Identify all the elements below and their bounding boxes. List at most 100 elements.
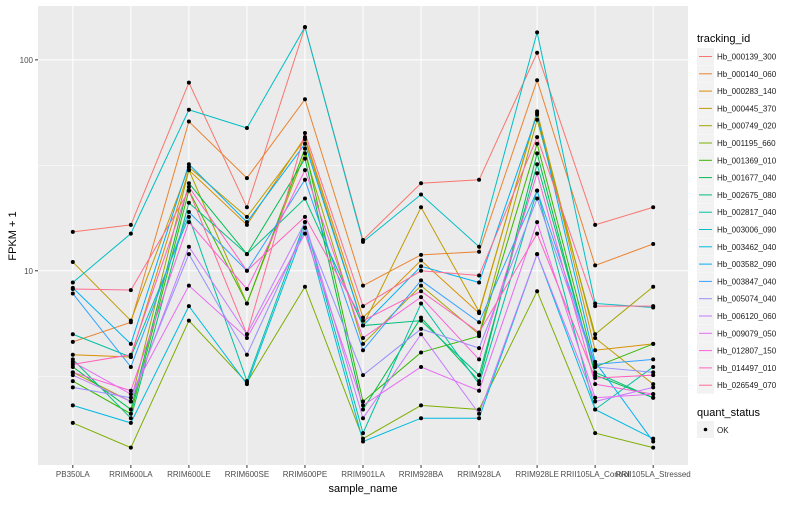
x-tick-label: RRIM600LE	[167, 470, 211, 479]
data-point	[593, 399, 598, 404]
data-point	[651, 373, 656, 378]
data-point	[593, 370, 598, 375]
x-tick-label: RRIM928LA	[457, 470, 501, 479]
data-point	[535, 117, 540, 122]
legend-label: Hb_026549_070	[717, 381, 777, 390]
data-point	[419, 350, 424, 355]
data-point	[302, 146, 307, 151]
data-point	[128, 231, 133, 236]
data-point	[128, 318, 133, 323]
legend-label: Hb_005074_040	[717, 295, 777, 304]
data-point	[186, 168, 191, 173]
legend-label: Hb_012807_150	[717, 347, 777, 356]
data-point	[535, 162, 540, 167]
data-point	[651, 385, 656, 390]
data-point	[70, 339, 75, 344]
data-point	[186, 188, 191, 193]
data-point	[244, 379, 249, 384]
data-point	[186, 165, 191, 170]
data-point	[593, 364, 598, 369]
data-point	[477, 330, 482, 335]
data-point	[477, 373, 482, 378]
data-point	[244, 352, 249, 357]
data-point	[244, 222, 249, 227]
data-point	[593, 376, 598, 381]
data-point	[186, 162, 191, 167]
data-point	[419, 264, 424, 269]
data-point	[244, 126, 249, 131]
data-point	[186, 283, 191, 288]
legend-label: Hb_009079_050	[717, 329, 777, 338]
data-point	[535, 78, 540, 83]
data-point	[535, 30, 540, 35]
data-point	[244, 268, 249, 273]
legend-title-quant-status: quant_status	[697, 407, 760, 419]
legend-label: Hb_003582_090	[717, 260, 777, 269]
data-point	[302, 220, 307, 225]
data-point	[128, 392, 133, 397]
data-point	[70, 379, 75, 384]
data-point	[535, 231, 540, 236]
data-point	[186, 119, 191, 124]
data-point	[477, 320, 482, 325]
data-point	[128, 364, 133, 369]
data-point	[70, 420, 75, 425]
legend-point-ok	[703, 427, 708, 432]
data-point	[186, 181, 191, 186]
x-tick-label: RRIM901LA	[341, 470, 385, 479]
legend-label: Hb_002817_040	[717, 208, 777, 217]
data-point	[302, 156, 307, 161]
data-point	[593, 263, 598, 268]
data-point	[593, 348, 598, 353]
data-point	[302, 231, 307, 236]
data-point	[477, 249, 482, 254]
data-point	[535, 220, 540, 225]
legend-label: Hb_014497_010	[717, 364, 777, 373]
data-point	[186, 184, 191, 189]
data-point	[128, 288, 133, 293]
legend-label: Hb_003006_090	[717, 226, 777, 235]
data-point	[70, 260, 75, 265]
data-point	[186, 200, 191, 205]
legend-label: Hb_001369_010	[717, 156, 777, 165]
data-point	[361, 416, 365, 421]
y-tick-label: 10	[24, 267, 33, 276]
data-point	[186, 220, 191, 225]
data-point	[419, 403, 424, 408]
data-point	[593, 407, 598, 412]
data-point	[361, 318, 365, 323]
data-point	[361, 336, 365, 341]
data-point	[302, 130, 307, 135]
data-point	[361, 348, 365, 353]
data-point	[128, 222, 133, 227]
data-point	[593, 382, 598, 387]
data-point	[419, 181, 424, 186]
data-point	[477, 334, 482, 339]
data-point	[361, 431, 365, 436]
data-point	[244, 214, 249, 219]
data-point	[244, 205, 249, 210]
data-point	[244, 382, 249, 387]
data-point	[651, 241, 656, 246]
x-tick-label: RRII105LA_Stressed	[616, 470, 691, 479]
data-point	[419, 318, 424, 323]
data-point	[477, 379, 482, 384]
data-point	[651, 205, 656, 210]
data-point	[302, 97, 307, 102]
data-point	[419, 268, 424, 273]
data-point	[593, 304, 598, 309]
data-point	[651, 304, 656, 309]
legend-label: Hb_003847_040	[717, 277, 777, 286]
x-axis-title: sample_name	[328, 483, 397, 495]
data-point	[593, 336, 598, 341]
data-point	[361, 304, 365, 309]
data-point	[477, 388, 482, 393]
data-point	[70, 280, 75, 285]
data-point	[244, 176, 249, 181]
data-point	[128, 341, 133, 346]
data-point	[361, 399, 365, 404]
data-point	[302, 177, 307, 182]
data-point	[244, 332, 249, 337]
data-point	[302, 196, 307, 201]
